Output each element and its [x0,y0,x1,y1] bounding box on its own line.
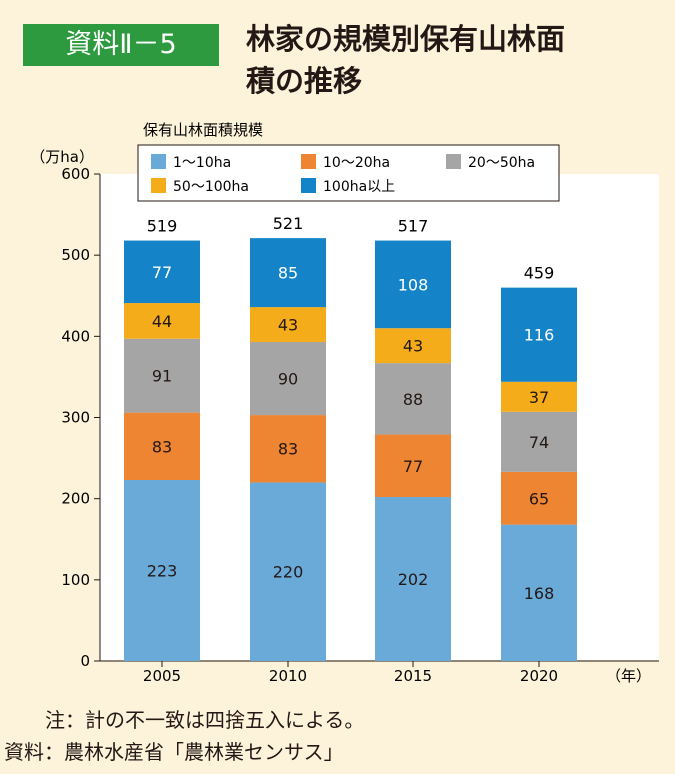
bar-value-label: 85 [278,264,298,283]
bar-segment [124,240,200,304]
y-tick-label: 200 [61,490,90,508]
bar-segment [124,479,200,661]
bar-value-label: 202 [398,570,429,589]
bar-segment [250,415,326,483]
bar-value-label: 168 [524,584,555,603]
footnote: 注：計の不一致は四捨五入による。 [45,708,365,732]
bar-value-label: 74 [529,433,549,452]
bar-segment [375,328,451,364]
bar-total-label: 519 [147,217,178,236]
y-tick-label: 300 [61,409,90,427]
bar-segment [250,307,326,343]
legend: 1～10ha 10～20ha 20～50ha 50～100ha 100ha以上 [151,154,535,195]
bar-value-label: 116 [524,326,555,345]
x-tick-label: 2010 [269,667,307,685]
bar-segment [375,434,451,498]
bar-value-label: 77 [152,263,172,282]
legend-swatch [446,154,461,169]
chart-title: 林家の規模別保有山林面 積の推移 [246,22,566,98]
bar-segment [501,381,577,412]
bar-value-label: 65 [529,489,549,508]
bar-value-label: 77 [403,457,423,476]
y-axis-unit-label: （万ha） [30,148,94,166]
bar-value-label: 83 [278,440,298,459]
bar-value-label: 44 [152,312,172,331]
bar-total-label: 521 [273,214,304,233]
legend-title: 保有山林面積規模 [143,121,263,139]
bar-total-label: 459 [524,264,555,283]
x-tick-label: 2015 [394,667,432,685]
bar-value-label: 108 [398,275,429,294]
bar-value-label: 220 [273,563,304,582]
bar-total-label: 517 [398,217,429,236]
legend-label: 20～50ha [468,155,535,171]
bar-value-label: 90 [278,370,298,389]
bar-value-label: 223 [147,561,178,580]
bar-value-label: 88 [403,390,423,409]
bars-group: 223 83 91 44 77 519 220 83 90 43 85 521 202 77 88 43 108… [124,214,577,661]
stacked-bar-chart: 0 100 200 300 400 500 600 223 83 91 44 77 519 220 83 9… [30,121,659,685]
bar-segment [250,342,326,416]
bar-segment [250,482,326,661]
bar-value-label: 83 [152,437,172,456]
legend-swatch [301,154,316,169]
bar-segment [501,287,577,382]
bar-value-label: 43 [278,316,298,335]
x-tick-label: 2005 [143,667,181,685]
y-axis-ticks: 0 100 200 300 400 500 600 [61,165,100,670]
figure-number-badge: 資料Ⅱ－5 [23,24,219,66]
bar-segment [375,240,451,329]
legend-box [137,144,560,202]
source-note: 資料：農林水産省「農林業センサス」 [4,740,344,764]
y-tick-label: 400 [61,327,90,345]
legend-swatch [151,178,166,193]
y-tick-label: 100 [61,571,90,589]
legend-label: 50～100ha [173,179,249,195]
bar-segment [124,412,200,480]
bar-segment [375,363,451,435]
legend-label: 1～10ha [173,155,231,171]
legend-swatch [151,154,166,169]
bar-segment [501,411,577,472]
y-tick-label: 500 [61,246,90,264]
bar-value-label: 43 [403,337,423,356]
bar-segment [501,524,577,661]
bar-value-label: 37 [529,388,549,407]
y-tick-label: 600 [61,165,90,183]
legend-label: 10～20ha [323,155,390,171]
x-axis-ticks: 2005 2010 2015 2020 [143,661,558,685]
bar-segment [375,497,451,661]
x-tick-label: 2020 [520,667,558,685]
legend-label: 100ha以上 [323,179,395,195]
bar-value-label: 91 [152,367,172,386]
bar-segment [124,338,200,413]
x-axis-unit-label: （年） [606,667,651,685]
bar-segment [501,471,577,525]
bar-segment [124,303,200,339]
legend-swatch [301,178,316,193]
bar-segment [250,238,326,308]
y-tick-label: 0 [80,652,90,670]
